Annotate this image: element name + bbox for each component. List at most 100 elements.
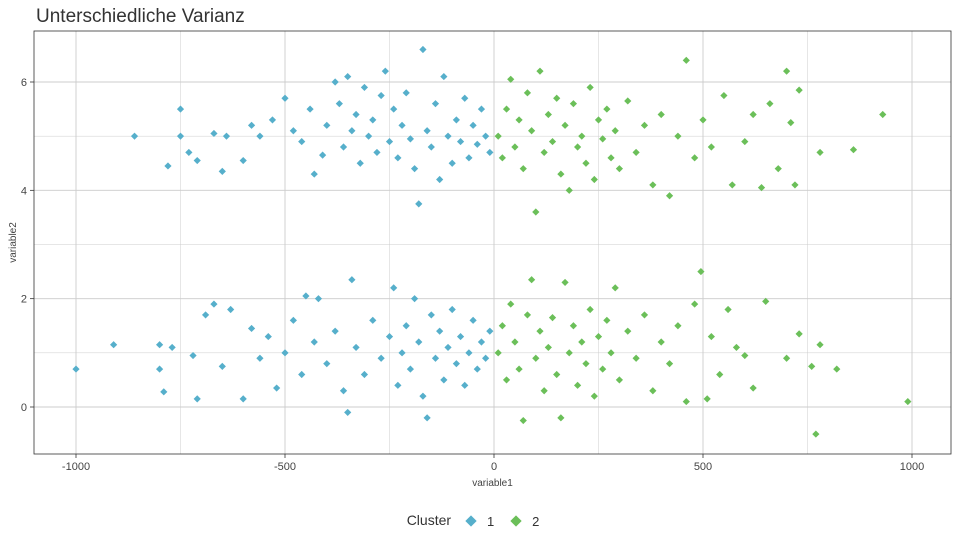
cluster-1-point <box>289 316 297 324</box>
cluster-1-point <box>110 341 118 349</box>
cluster-1-point <box>381 67 389 75</box>
cluster-1-point <box>256 354 264 362</box>
cluster-2-point <box>603 316 611 324</box>
cluster-1-point <box>210 129 218 138</box>
cluster-1-point <box>273 384 281 392</box>
cluster-1-point <box>477 338 486 346</box>
cluster-2-point <box>569 100 578 108</box>
cluster-2-point <box>582 360 590 368</box>
y-tick-label: 4 <box>21 185 27 197</box>
cluster-1-point <box>427 143 435 151</box>
cluster-2-point <box>528 127 536 135</box>
cluster-1-point <box>222 132 231 140</box>
cluster-2-point <box>507 300 515 308</box>
legend-label-1: 1 <box>486 513 495 529</box>
cluster-1-point <box>473 140 481 148</box>
cluster-2-point <box>590 392 598 400</box>
cluster-2-point <box>632 354 640 362</box>
cluster-2-point <box>544 110 552 119</box>
cluster-1-point <box>482 354 490 362</box>
cluster-1-point <box>72 365 80 373</box>
cluster-1-point <box>247 121 256 129</box>
cluster-2-point <box>757 184 766 192</box>
cluster-2-point <box>816 341 824 349</box>
cluster-2-point <box>904 397 912 406</box>
legend-key-1 <box>465 515 477 527</box>
legend-title: Cluster <box>406 512 452 528</box>
cluster-1-point <box>410 165 419 173</box>
cluster-1-point <box>448 159 456 167</box>
cluster-2-point <box>532 354 540 362</box>
cluster-2-point <box>519 416 527 425</box>
cluster-2-point <box>879 110 887 119</box>
cluster-1-point <box>406 135 414 143</box>
cluster-1-point <box>427 311 435 319</box>
grid-layer <box>34 31 951 454</box>
cluster-2-point <box>540 148 548 157</box>
cluster-2-point <box>783 354 791 362</box>
y-axis-label: variable2 <box>8 222 19 263</box>
cluster-2-point <box>540 387 548 395</box>
x-tick-label: -1000 <box>62 461 90 473</box>
cluster-2-point <box>565 349 573 357</box>
cluster-2-point <box>494 349 502 357</box>
cluster-1-point <box>339 387 348 395</box>
cluster-2-point <box>732 343 741 352</box>
cluster-2-point <box>808 362 816 370</box>
legend-label-2: 2 <box>532 513 540 529</box>
cluster-1-point <box>394 381 402 389</box>
cluster-2-point <box>561 278 569 287</box>
cluster-2-point <box>590 175 598 184</box>
cluster-1-point <box>348 127 356 135</box>
cluster-1-point <box>398 121 406 129</box>
cluster-1-point <box>156 341 164 349</box>
cluster-2-point <box>720 91 728 100</box>
cluster-2-point <box>632 148 640 157</box>
cluster-1-point <box>227 305 235 314</box>
cluster-2-point <box>548 137 557 146</box>
cluster-2-point <box>624 327 632 335</box>
cluster-1-point <box>218 167 226 175</box>
cluster-2-point <box>615 376 623 384</box>
cluster-2-point <box>812 430 820 438</box>
cluster-2-point <box>795 86 803 94</box>
cluster-1-point <box>331 78 339 86</box>
cluster-1-point <box>402 89 410 97</box>
cluster-1-point <box>201 311 210 319</box>
cluster-2-point <box>607 349 615 357</box>
cluster-1-point <box>310 338 318 346</box>
cluster-2-point <box>795 330 803 338</box>
cluster-1-point <box>436 327 444 335</box>
cluster-2-point <box>674 322 682 330</box>
cluster-2-point <box>640 311 649 319</box>
cluster-1-point <box>452 116 460 124</box>
cluster-1-point <box>256 132 264 140</box>
cluster-2-point <box>532 208 540 216</box>
cluster-2-point <box>716 370 724 379</box>
cluster-2-point <box>724 305 732 314</box>
cluster-1-point <box>348 276 356 284</box>
cluster-1-point <box>218 362 226 370</box>
cluster-1-point <box>268 116 277 124</box>
cluster-1-point <box>339 143 348 151</box>
cluster-1-point <box>465 349 473 357</box>
cluster-2-point <box>586 83 594 92</box>
cluster-1-point <box>406 365 414 373</box>
cluster-1-point <box>473 365 481 373</box>
cluster-2-point <box>741 137 749 146</box>
cluster-2-point <box>766 100 774 108</box>
cluster-2-point <box>599 135 607 143</box>
cluster-1-point <box>352 343 360 352</box>
cluster-1-point <box>210 300 218 308</box>
cluster-1-point <box>477 105 486 113</box>
cluster-2-point <box>498 322 506 330</box>
cluster-2-point <box>691 300 699 308</box>
cluster-2-point <box>553 94 561 102</box>
x-tick-label: 500 <box>694 461 712 473</box>
cluster-2-point <box>674 132 682 140</box>
cluster-2-point <box>615 165 623 173</box>
cluster-1-point <box>298 370 306 379</box>
cluster-1-point <box>319 151 327 159</box>
cluster-1-point <box>369 116 377 124</box>
chart-title: Unterschiedliche Varianz <box>36 6 245 27</box>
